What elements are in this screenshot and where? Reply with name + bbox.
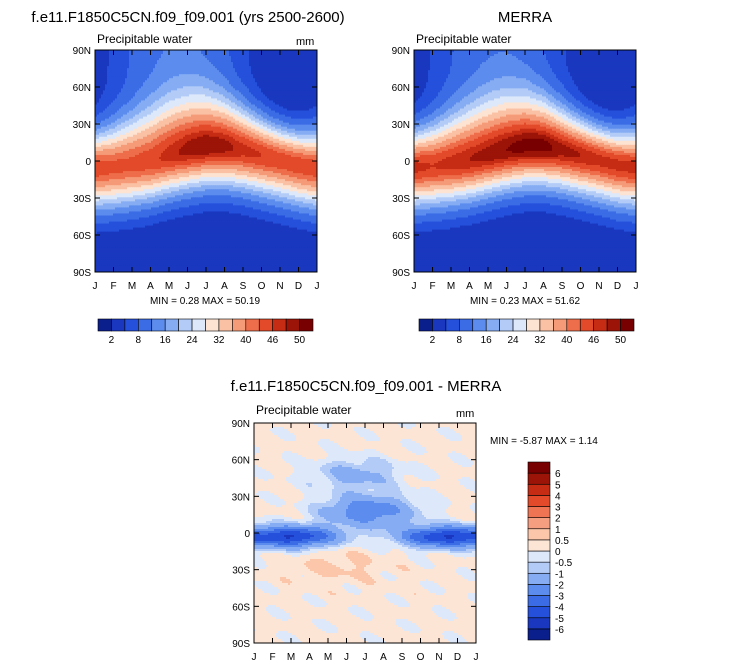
field-label-model: Precipitable water (97, 32, 192, 46)
figure-canvas: f.e11.F1850C5CN.f09_f09.001 (yrs 2500-26… (0, 0, 733, 670)
title-model: f.e11.F1850C5CN.f09_f09.001 (yrs 2500-26… (31, 9, 344, 26)
map-model (95, 50, 317, 272)
units-model: mm (296, 36, 314, 48)
panel-model: f.e11.F1850C5CN.f09_f09.001 (yrs 2500-26… (31, 9, 344, 346)
